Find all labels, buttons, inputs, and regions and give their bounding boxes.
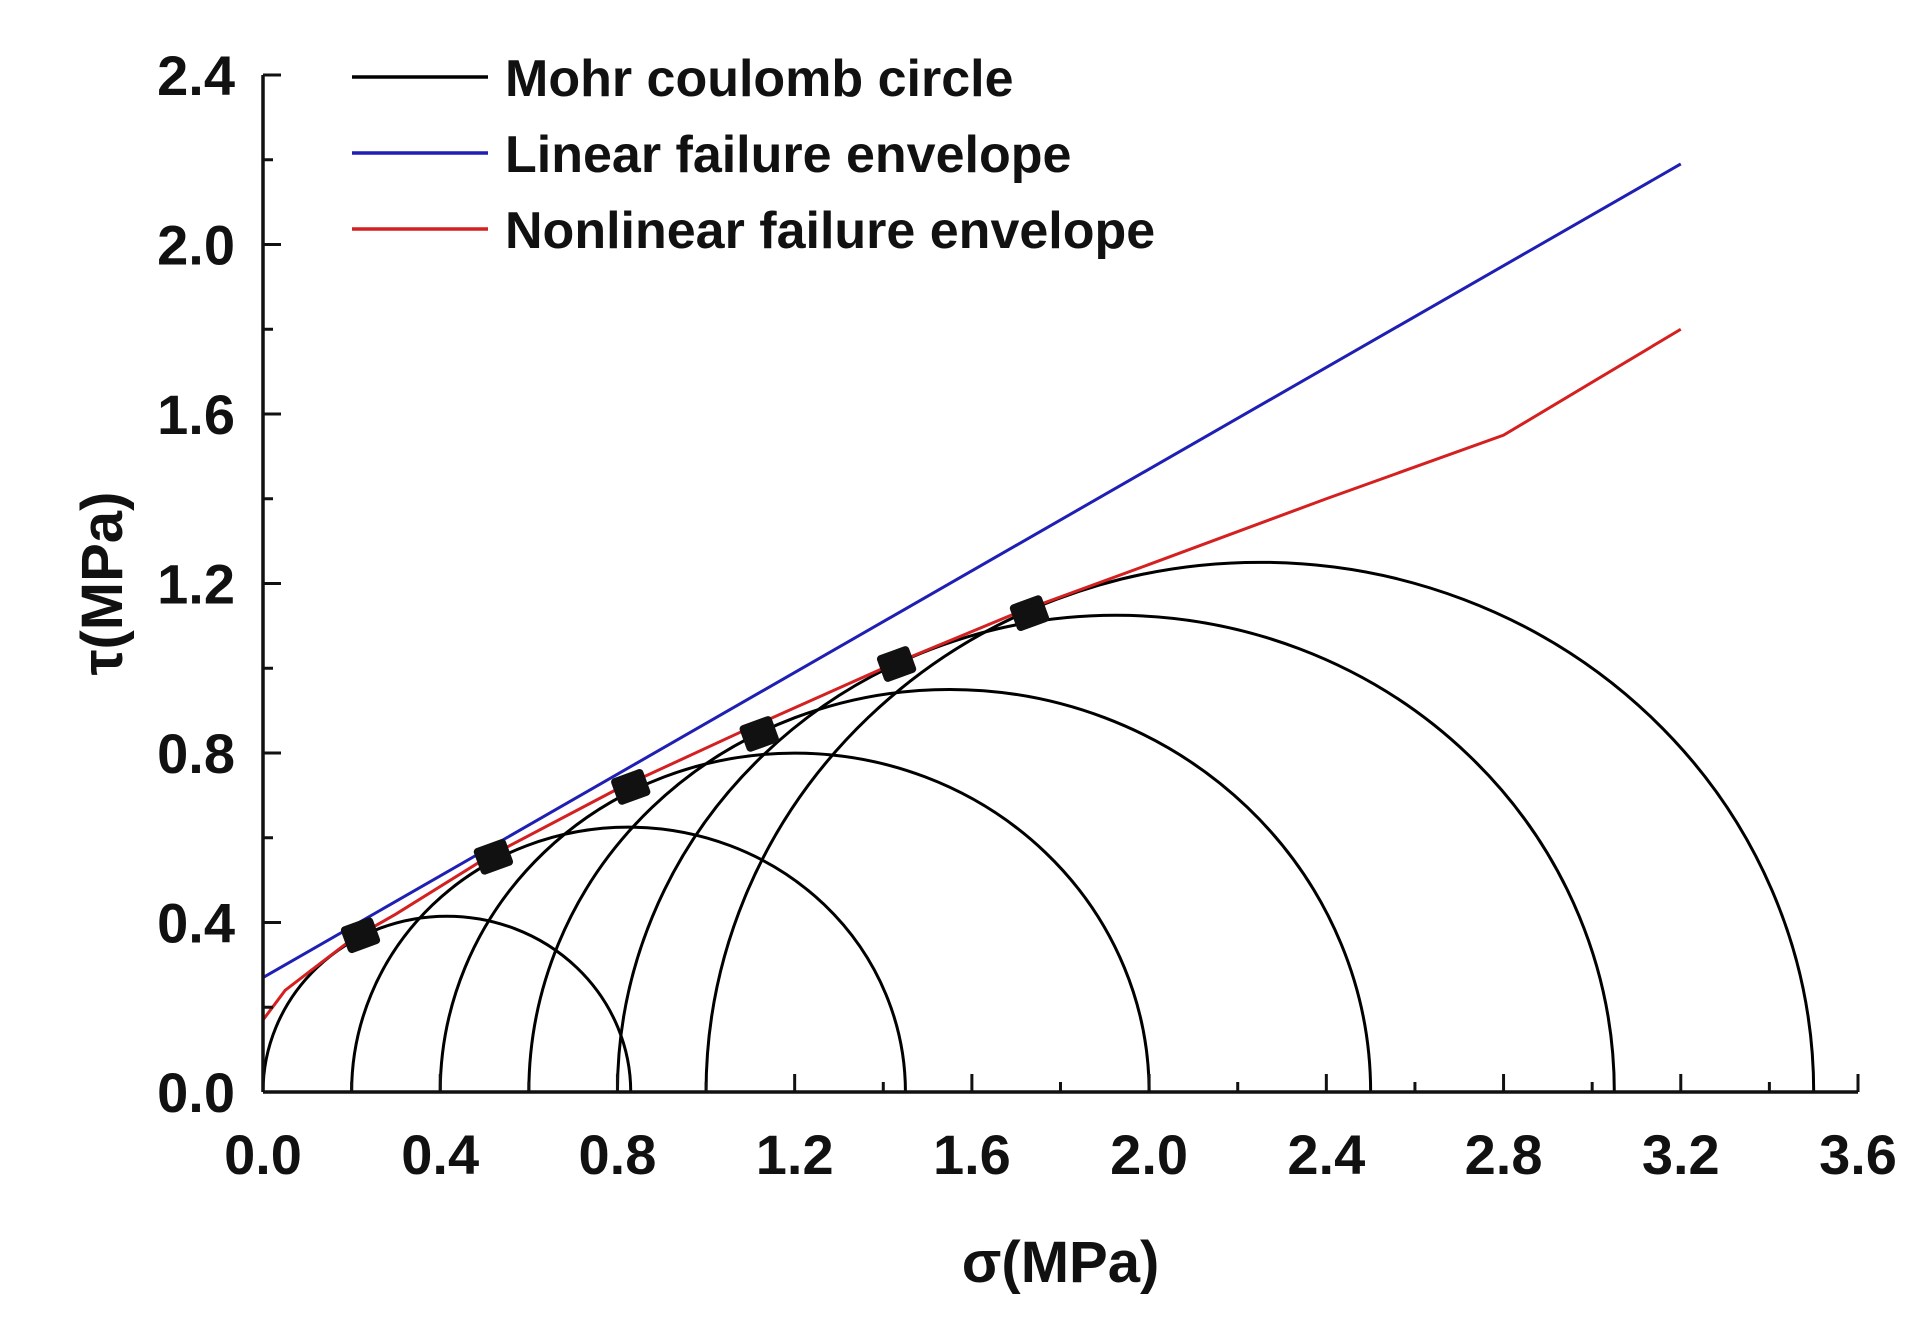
- axis-ticks: 0.0 0.4 0.8 1.2 1.6 2.0 2.4 2.8 3.2 3.6 0.0 0.4 0.8 1…: [157, 44, 1897, 1186]
- x-tick-label: 0.0: [224, 1123, 302, 1186]
- legend-label: Linear failure envelope: [505, 126, 1071, 184]
- legend-label: Nonlinear failure envelope: [505, 202, 1155, 260]
- x-axis-title: σ(MPa): [962, 1230, 1160, 1295]
- x-tick-label: 2.8: [1465, 1123, 1543, 1186]
- y-tick-label: 0.4: [157, 892, 235, 955]
- tangent-point-marker: [876, 646, 917, 682]
- y-tick-label: 1.2: [157, 553, 235, 616]
- x-tick-label: 0.4: [401, 1123, 479, 1186]
- y-tick-label: 0.8: [157, 722, 235, 785]
- tangent-point-marker: [739, 716, 779, 752]
- x-tick-label: 2.4: [1287, 1123, 1365, 1186]
- y-axis-title: τ(MPa): [70, 492, 135, 676]
- x-tick-label: 1.2: [756, 1123, 834, 1186]
- mohr-circle: [615, 613, 1616, 1093]
- x-tick-label: 3.6: [1819, 1123, 1897, 1186]
- y-tick-label: 2.0: [157, 214, 235, 277]
- tangent-point-marker: [340, 917, 381, 954]
- nonlinear-envelope-line: [261, 327, 1682, 1021]
- x-tick-label: 3.2: [1642, 1123, 1720, 1186]
- tangent-point-marker: [473, 838, 514, 875]
- y-tick-label: 0.0: [157, 1061, 235, 1124]
- legend: Mohr coulomb circle Linear failure envelo…: [352, 50, 1155, 260]
- mohr-circle: [261, 914, 633, 1093]
- plot-content: [261, 162, 1814, 1093]
- y-tick-label: 2.4: [157, 44, 235, 107]
- mohr-circle: [350, 825, 907, 1093]
- y-tick-label: 1.6: [157, 383, 235, 446]
- mohr-circle: [527, 687, 1373, 1093]
- mohr-circle: [438, 751, 1151, 1093]
- tangent-point-marker: [1009, 595, 1050, 632]
- mohr-circle: [706, 562, 1814, 1092]
- x-tick-label: 1.6: [933, 1123, 1011, 1186]
- x-tick-label: 2.0: [1110, 1123, 1188, 1186]
- x-tick-label: 0.8: [579, 1123, 657, 1186]
- tangent-point-marker: [611, 769, 651, 805]
- legend-label: Mohr coulomb circle: [505, 50, 1014, 108]
